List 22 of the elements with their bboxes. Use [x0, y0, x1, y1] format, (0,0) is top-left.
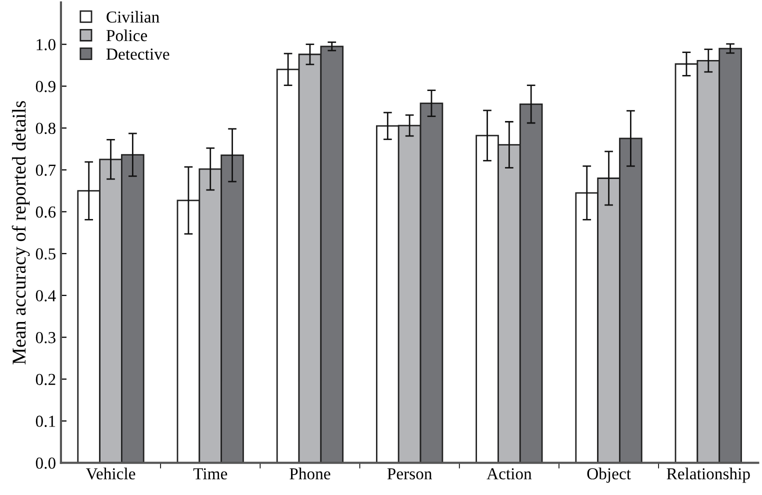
y-tick-label: 0.5	[36, 248, 56, 260]
y-tick-label: 0.4	[36, 290, 56, 302]
y-tick-label: 0.9	[36, 80, 56, 92]
y-axis-title: Mean accuracy of reported details	[12, 101, 30, 364]
y-tick-label: 0.1	[36, 416, 56, 427]
y-tick-label: 0.7	[36, 164, 56, 176]
x-tick-label: Vehicle	[86, 468, 136, 480]
y-tick-label: 0.6	[36, 206, 56, 218]
x-tick-label: Time	[193, 468, 228, 480]
x-tick-label: Relationship	[666, 468, 750, 483]
x-tick-label: Person	[387, 468, 432, 480]
y-tick-label: 1.0	[36, 39, 56, 50]
legend-label: Police	[106, 29, 148, 42]
legend-label: Civilian	[106, 10, 160, 23]
y-tick-label: 0.2	[36, 374, 56, 386]
y-tick-label: 0.0	[36, 458, 56, 469]
x-tick-label: Action	[486, 468, 532, 480]
x-tick-label: Object	[587, 468, 631, 483]
x-tick-label: Phone	[290, 468, 330, 480]
legend-label: Detective	[106, 48, 170, 60]
y-tick-label: 0.8	[36, 122, 56, 134]
y-tick-label: 0.3	[36, 332, 56, 344]
